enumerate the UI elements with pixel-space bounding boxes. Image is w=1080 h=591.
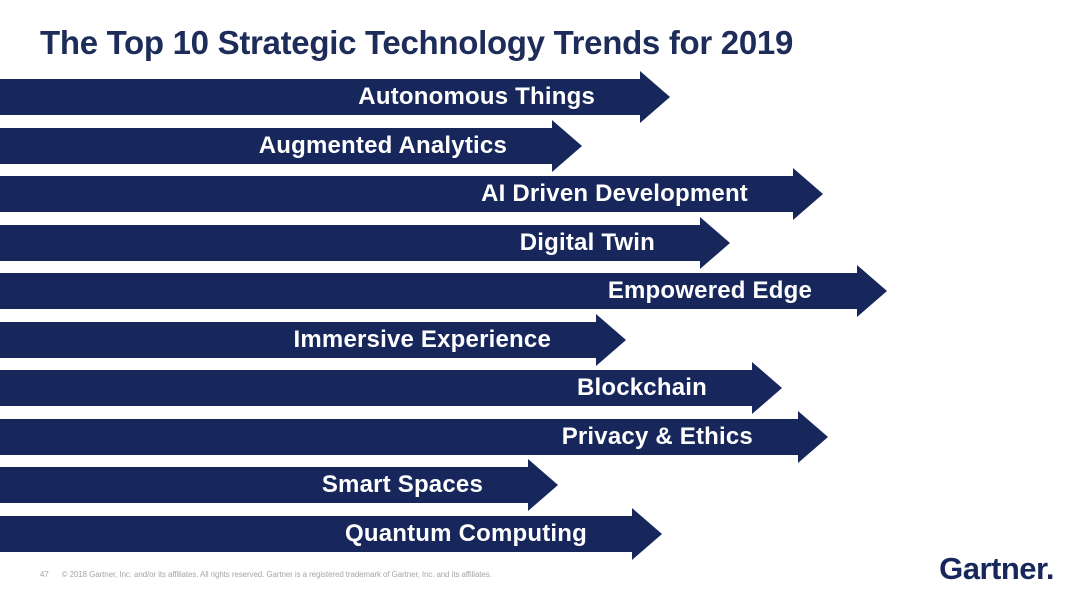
slide-title: The Top 10 Strategic Technology Trends f… — [40, 24, 794, 61]
arrow-head-icon — [632, 507, 662, 560]
arrow-head-icon — [798, 410, 828, 463]
trend-label: Privacy & Ethics — [561, 422, 753, 450]
trend-arrow-bar: Smart Spaces — [0, 467, 528, 503]
trend-arrow-bar: Autonomous Things — [0, 79, 640, 115]
trend-label: AI Driven Development — [481, 180, 748, 207]
trend-label: Smart Spaces — [321, 471, 483, 498]
arrow-head-icon — [552, 119, 582, 172]
arrow-head-icon — [752, 362, 782, 414]
trend-label: Quantum Computing — [344, 519, 587, 547]
arrow-head-icon — [596, 313, 626, 366]
trend-arrow-bar: Empowered Edge — [0, 273, 857, 309]
trend-arrow-bar: Augmented Analytics — [0, 127, 552, 164]
trend-label: Immersive Experience — [293, 325, 551, 353]
gartner-logo: Gartner. — [939, 551, 1054, 586]
trend-label: Empowered Edge — [607, 277, 812, 304]
arrow-head-icon — [528, 459, 558, 511]
page-number: 47 — [40, 570, 49, 579]
trend-arrow-bar: Privacy & Ethics — [0, 418, 798, 455]
arrow-head-icon — [793, 168, 823, 220]
trend-arrow-bar: Immersive Experience — [0, 321, 596, 358]
copyright-text: © 2018 Gartner, Inc. and/or its affiliat… — [61, 570, 492, 579]
trend-label: Digital Twin — [519, 228, 655, 256]
arrow-head-icon — [640, 71, 670, 123]
trend-label: Blockchain — [576, 374, 707, 401]
slide-footer: 47 © 2018 Gartner, Inc. and/or its affili… — [40, 570, 492, 579]
trend-label: Augmented Analytics — [258, 131, 507, 159]
arrow-head-icon — [857, 265, 887, 317]
trend-arrow-bar: Digital Twin — [0, 224, 700, 261]
arrow-head-icon — [700, 216, 730, 269]
trend-label: Autonomous Things — [358, 83, 595, 110]
trend-arrow-bar: AI Driven Development — [0, 176, 793, 212]
trend-arrow-bar: Blockchain — [0, 370, 752, 406]
trend-arrow-bar: Quantum Computing — [0, 515, 632, 552]
